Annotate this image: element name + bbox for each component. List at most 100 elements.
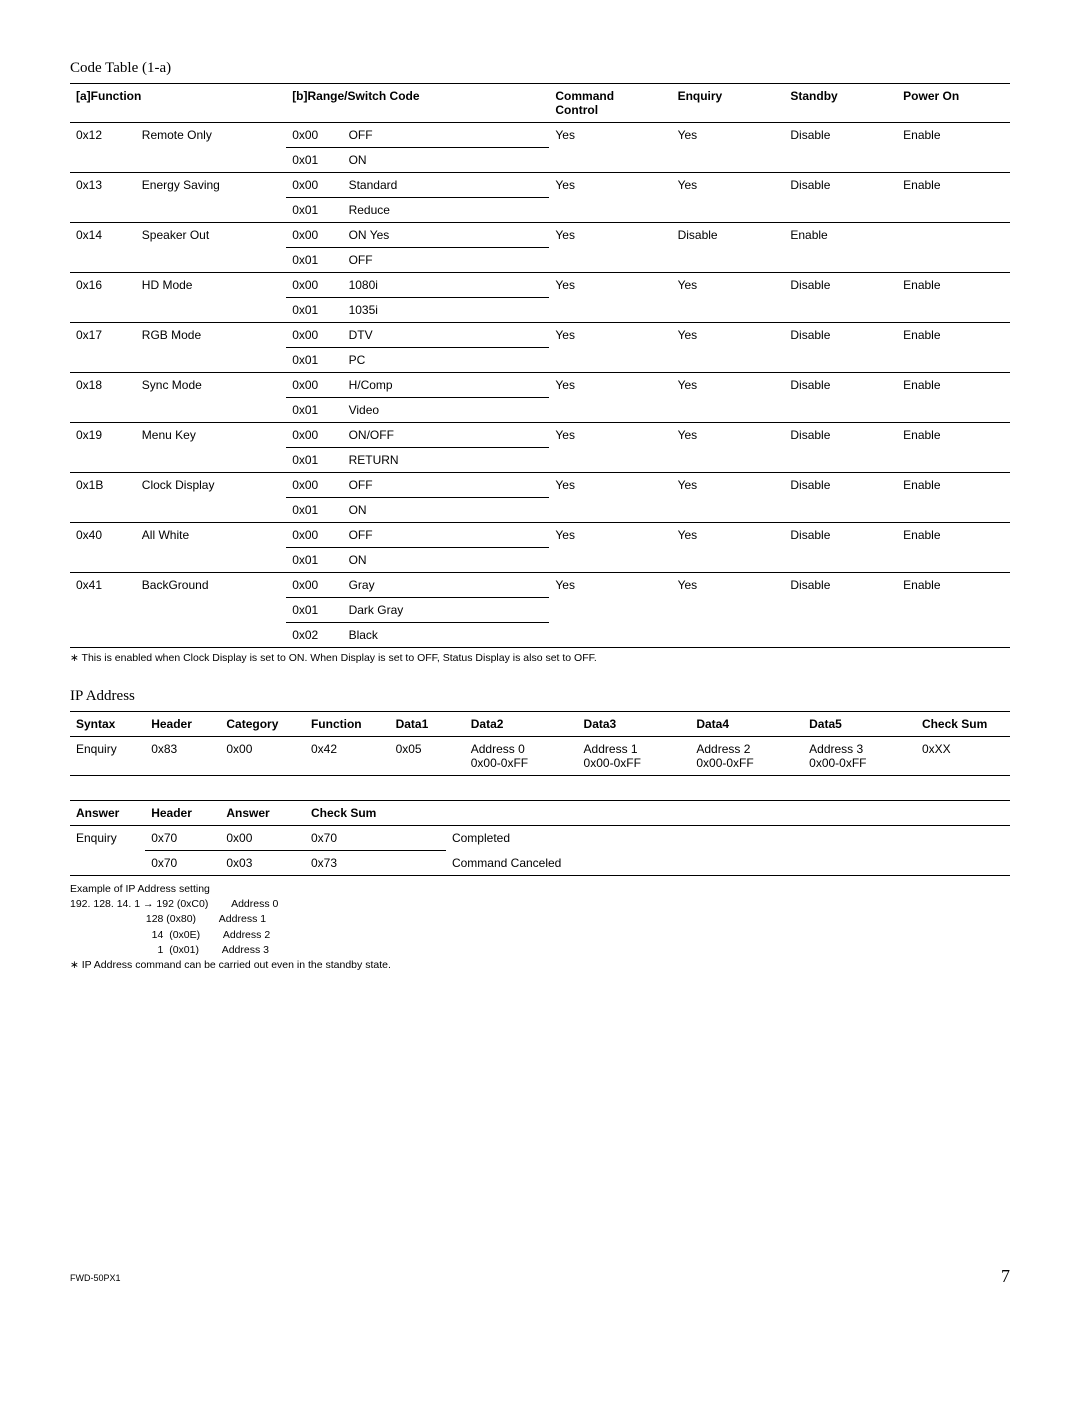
range-code: 0x00 (286, 573, 342, 598)
cell-cmd: Yes (549, 123, 671, 148)
func-name (136, 298, 286, 323)
range-code: 0x01 (286, 498, 342, 523)
cell-enq: Yes (672, 523, 785, 548)
code-table-header: [a]Function [b]Range/Switch Code Command… (70, 84, 1010, 123)
c-category: 0x00 (220, 737, 305, 776)
h-category: Category (220, 712, 305, 737)
ip-answer-header: Answer Header Answer Check Sum (70, 801, 1010, 826)
func-name: Energy Saving (136, 173, 286, 198)
cell-cmd: Yes (549, 323, 671, 348)
range-label: DTV (343, 323, 550, 348)
func-name (136, 148, 286, 173)
range-code: 0x00 (286, 123, 342, 148)
func-name: RGB Mode (136, 323, 286, 348)
func-code (70, 498, 136, 523)
cell-cmd: Yes (549, 523, 671, 548)
h-check: Check Sum (916, 712, 1010, 737)
cell-pwr: Enable (897, 173, 1010, 198)
cell-cmd (549, 198, 671, 223)
func-name (136, 348, 286, 373)
range-label: 1035i (343, 298, 550, 323)
func-code (70, 623, 136, 648)
cell-cmd: Yes (549, 423, 671, 448)
cell-enq: Yes (672, 123, 785, 148)
cell-enq (672, 248, 785, 273)
range-label: Gray (343, 573, 550, 598)
h3-blank (446, 801, 1010, 826)
example-line: 192. 128. 14. 1 → 192 (0xC0) Address 0 (70, 897, 1010, 912)
func-name: BackGround (136, 573, 286, 598)
range-label: Reduce (343, 198, 550, 223)
func-code: 0x14 (70, 223, 136, 248)
cell-enq: Yes (672, 473, 785, 498)
cell-cmd (549, 498, 671, 523)
cell-pwr: Enable (897, 273, 1010, 298)
func-name (136, 498, 286, 523)
cell-stb (784, 498, 897, 523)
func-code (70, 248, 136, 273)
range-code: 0x01 (286, 548, 342, 573)
table-row: 0x19Menu Key0x00ON/OFFYesYesDisableEnabl… (70, 423, 1010, 448)
func-code (70, 348, 136, 373)
table-row: 0x01RETURN (70, 448, 1010, 473)
cell-stb (784, 548, 897, 573)
cell-cmd (549, 548, 671, 573)
h3-answer2: Answer (220, 801, 305, 826)
func-code: 0x40 (70, 523, 136, 548)
func-code (70, 598, 136, 623)
answer-cell: 0x70 (145, 826, 220, 851)
c-data5: Address 3 0x00-0xFF (803, 737, 916, 776)
code-table: [a]Function [b]Range/Switch Code Command… (70, 83, 1010, 648)
hdr-range: [b]Range/Switch Code (286, 84, 549, 123)
func-name: Remote Only (136, 123, 286, 148)
cell-cmd: Yes (549, 473, 671, 498)
cell-cmd (549, 298, 671, 323)
range-code: 0x01 (286, 148, 342, 173)
cell-enq (672, 348, 785, 373)
table-row: 0x12Remote Only0x00OFFYesYesDisableEnabl… (70, 123, 1010, 148)
cell-enq (672, 298, 785, 323)
cell-enq: Yes (672, 173, 785, 198)
range-label: OFF (343, 248, 550, 273)
table-row: 0x16HD Mode0x001080iYesYesDisableEnable (70, 273, 1010, 298)
cell-enq (672, 498, 785, 523)
table-row: 0x02Black (70, 623, 1010, 648)
range-label: PC (343, 348, 550, 373)
func-code: 0x19 (70, 423, 136, 448)
cell-stb: Disable (784, 423, 897, 448)
cell-cmd: Yes (549, 223, 671, 248)
cell-pwr: Enable (897, 473, 1010, 498)
func-name: Sync Mode (136, 373, 286, 398)
cell-enq: Yes (672, 323, 785, 348)
func-code (70, 398, 136, 423)
c-syntax: Enquiry (70, 737, 145, 776)
cell-pwr: Enable (897, 123, 1010, 148)
range-label: ON Yes (343, 223, 550, 248)
table-row: 0x17RGB Mode0x00DTVYesYesDisableEnable (70, 323, 1010, 348)
cell-cmd (549, 148, 671, 173)
cell-pwr (897, 248, 1010, 273)
range-code: 0x00 (286, 223, 342, 248)
h-function: Function (305, 712, 390, 737)
table-row: 0x41BackGround0x00GrayYesYesDisableEnabl… (70, 573, 1010, 598)
c-header: 0x83 (145, 737, 220, 776)
func-name: HD Mode (136, 273, 286, 298)
cell-pwr (897, 298, 1010, 323)
cell-stb: Disable (784, 123, 897, 148)
cell-cmd (549, 348, 671, 373)
cell-pwr (897, 498, 1010, 523)
cell-pwr (897, 148, 1010, 173)
cell-enq (672, 148, 785, 173)
cell-stb (784, 148, 897, 173)
page-footer: FWD-50PX1 7 (70, 1273, 1010, 1283)
example-line: 128 (0x80) Address 1 (70, 912, 1010, 927)
hdr-stb: Standby (784, 84, 897, 123)
cell-enq: Yes (672, 573, 785, 598)
func-name: All White (136, 523, 286, 548)
cell-stb: Disable (784, 173, 897, 198)
cell-stb: Disable (784, 373, 897, 398)
ip-address-title: IP Address (70, 688, 1010, 705)
h-syntax: Syntax (70, 712, 145, 737)
range-code: 0x01 (286, 348, 342, 373)
cell-enq: Yes (672, 423, 785, 448)
